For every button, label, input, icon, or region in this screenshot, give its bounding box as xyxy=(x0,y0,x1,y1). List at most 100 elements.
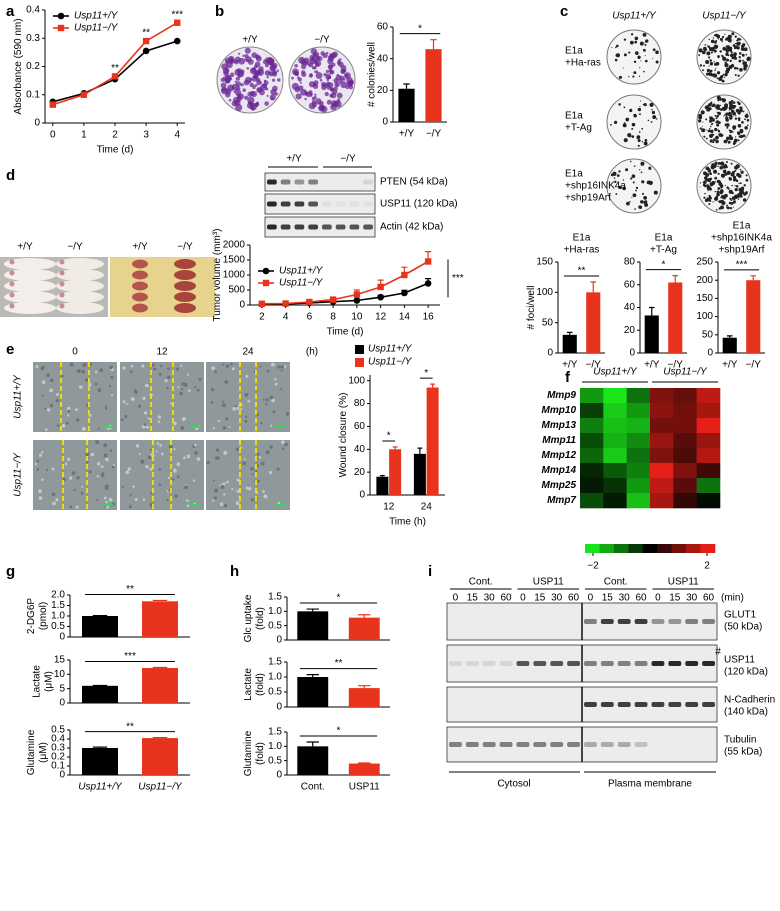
panel-label: g xyxy=(6,563,15,580)
cell xyxy=(143,423,146,426)
focus xyxy=(632,193,637,198)
focus xyxy=(710,51,713,54)
focus xyxy=(640,161,645,166)
focus xyxy=(713,61,715,63)
cell xyxy=(158,372,162,376)
cell xyxy=(196,388,200,392)
colony xyxy=(256,79,262,86)
colony xyxy=(315,98,322,105)
cell xyxy=(270,362,275,367)
cell xyxy=(142,396,146,401)
blot-band xyxy=(668,702,682,707)
focus xyxy=(641,140,644,143)
colony xyxy=(251,52,258,59)
y-tick-label: 0 xyxy=(276,635,282,646)
error-bar xyxy=(726,335,733,338)
focus xyxy=(739,106,743,110)
y-axis-label: Wound closure (%) xyxy=(338,393,349,478)
focus xyxy=(730,54,734,58)
cell xyxy=(134,497,138,502)
focus xyxy=(652,48,656,52)
focus xyxy=(721,54,723,57)
error-bar xyxy=(403,83,410,89)
cell xyxy=(222,482,226,486)
heatmap-cell xyxy=(580,448,604,464)
blot-band xyxy=(567,742,580,747)
focus xyxy=(732,125,737,130)
y-tick-label: 100 xyxy=(536,287,553,298)
cell xyxy=(269,395,274,400)
cell xyxy=(35,365,39,369)
focus xyxy=(715,117,718,120)
colony xyxy=(245,59,249,63)
y-tick-label: 2000 xyxy=(223,240,246,251)
focus xyxy=(730,199,733,202)
focus xyxy=(714,196,719,201)
cell xyxy=(228,426,231,429)
blot-band xyxy=(651,702,665,707)
blot-band xyxy=(482,661,496,666)
blot-band xyxy=(651,661,665,666)
point xyxy=(424,258,432,265)
focus xyxy=(699,64,703,67)
y-tick-label: 0 xyxy=(59,632,65,643)
focus xyxy=(723,115,725,117)
cell xyxy=(156,442,160,445)
focus xyxy=(717,129,720,131)
heatmap-cell xyxy=(673,448,697,464)
colony xyxy=(305,91,309,95)
focus xyxy=(706,45,709,47)
focus xyxy=(710,39,715,44)
focus xyxy=(634,40,638,44)
focus xyxy=(641,127,644,130)
error-bar xyxy=(379,474,385,477)
blot-band xyxy=(280,179,291,185)
point xyxy=(401,271,408,279)
focus xyxy=(739,134,743,139)
column-group-label: Usp11−/Y xyxy=(663,367,708,378)
focus xyxy=(731,184,733,187)
colony xyxy=(247,91,253,97)
error-bar xyxy=(306,674,319,677)
y-tick-label: 0.1 xyxy=(51,761,65,772)
focus xyxy=(739,168,742,171)
focus xyxy=(706,185,711,190)
cell xyxy=(69,362,74,367)
lane-label: 15 xyxy=(534,593,546,604)
focus xyxy=(733,52,737,56)
colony xyxy=(236,86,241,91)
colony xyxy=(295,93,302,100)
focus xyxy=(717,37,720,40)
focus xyxy=(709,62,714,66)
cell xyxy=(220,484,225,489)
legend-swatch xyxy=(355,358,364,367)
y-tick-label: 0.2 xyxy=(51,752,65,763)
point xyxy=(49,101,56,108)
focus xyxy=(720,186,723,189)
focus xyxy=(726,206,728,209)
cell xyxy=(159,364,163,368)
cell xyxy=(61,423,66,428)
cell xyxy=(88,470,92,474)
focus xyxy=(705,137,708,140)
heatmap-cell xyxy=(580,478,604,494)
focus xyxy=(743,193,746,196)
colony xyxy=(322,52,328,59)
cell xyxy=(176,462,181,467)
cell xyxy=(212,479,215,482)
significance-label: * xyxy=(387,431,391,442)
y-tick-label: 150 xyxy=(536,257,553,268)
cell xyxy=(251,473,254,476)
y-tick-label: 0.5 xyxy=(51,725,65,736)
blot-strip xyxy=(264,216,376,238)
blot-band xyxy=(600,702,614,707)
bar xyxy=(426,387,439,495)
heatmap-cell xyxy=(626,388,651,404)
focus xyxy=(642,33,647,37)
wound-image xyxy=(33,440,117,510)
colony xyxy=(220,82,227,89)
lane-label: 30 xyxy=(484,593,496,604)
heatmap-cell xyxy=(650,463,674,479)
focus xyxy=(652,58,654,60)
focus xyxy=(715,139,719,144)
